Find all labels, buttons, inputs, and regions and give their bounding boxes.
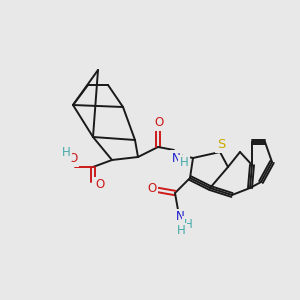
Text: H: H (177, 224, 185, 238)
Text: S: S (217, 139, 225, 152)
Text: N: N (176, 211, 184, 224)
Text: O: O (95, 178, 105, 191)
Text: H: H (180, 157, 188, 169)
Text: N: N (172, 152, 180, 164)
Text: O: O (147, 182, 157, 194)
Text: O: O (154, 116, 164, 130)
Text: O: O (68, 152, 78, 166)
Text: H: H (184, 218, 192, 230)
Text: H: H (61, 146, 70, 160)
